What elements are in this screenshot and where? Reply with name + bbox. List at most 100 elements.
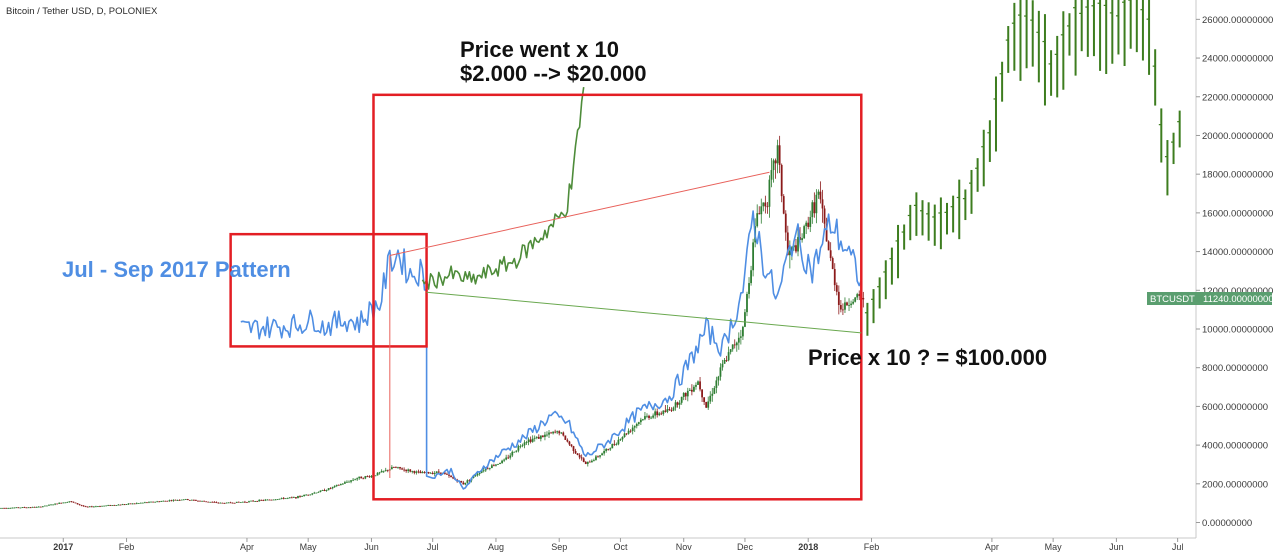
candle-body: [774, 160, 777, 164]
y-tick-label: 20000.00000000: [1202, 131, 1273, 142]
candle-body: [19, 507, 22, 509]
candle-body: [539, 435, 542, 439]
candle-body: [241, 501, 244, 503]
y-tick-label: 8000.00000000: [1202, 363, 1268, 374]
candle-body: [770, 170, 773, 180]
candle-body: [513, 451, 516, 453]
candle-body: [248, 501, 250, 503]
y-tick-label: 12000.00000000: [1202, 286, 1273, 297]
candle-body: [88, 506, 91, 508]
candle-body: [141, 502, 144, 504]
candle-body: [397, 467, 399, 468]
candle-body: [739, 336, 742, 338]
candle-body: [527, 439, 530, 443]
candle-body: [495, 464, 497, 466]
candle-body: [852, 301, 855, 304]
candle-body: [680, 396, 683, 403]
candle-body: [803, 226, 806, 239]
candle-body: [339, 484, 342, 486]
candle-body: [311, 493, 314, 495]
candle-body: [37, 506, 40, 508]
candle-body: [176, 499, 179, 501]
candle-body: [554, 431, 557, 433]
candle-body: [313, 492, 316, 494]
candle-body: [27, 507, 30, 509]
candle-body: [703, 397, 706, 403]
candle-body: [556, 431, 559, 433]
candle-body: [50, 504, 52, 506]
candle-body: [744, 312, 746, 327]
candle-body: [742, 326, 744, 337]
candle-body: [562, 432, 565, 436]
candle-body: [329, 488, 332, 490]
candle-body: [105, 505, 108, 507]
candle-body: [72, 501, 75, 503]
red-trendline-top: [389, 171, 770, 256]
candle-body: [595, 456, 597, 460]
candle-body: [466, 480, 469, 483]
candle-body: [17, 507, 20, 509]
candle-body: [395, 467, 397, 469]
candle-body: [711, 393, 714, 396]
candle-body: [115, 505, 118, 507]
candle-body: [550, 432, 552, 434]
candle-body: [423, 472, 426, 473]
candle-body: [258, 499, 261, 502]
candle-body: [188, 499, 191, 501]
candle-body: [782, 196, 785, 214]
candle-body: [676, 402, 679, 405]
candle-body: [284, 498, 287, 500]
candle-body: [84, 506, 87, 508]
x-tick-label: Apr: [985, 542, 999, 552]
candle-body: [92, 506, 95, 508]
candle-body: [244, 501, 246, 503]
candle-body: [315, 492, 318, 494]
candle-body: [382, 470, 385, 472]
candle-body: [833, 268, 836, 286]
y-tick-label: 26000.00000000: [1202, 15, 1273, 26]
candle-body: [297, 496, 299, 499]
candle-body: [580, 457, 583, 459]
candle-body: [733, 344, 736, 346]
candle-body: [652, 415, 655, 418]
candle-body: [348, 481, 350, 483]
candle-body: [525, 442, 528, 443]
candle-body: [429, 472, 432, 474]
candle-body: [639, 419, 642, 423]
candle-body: [331, 486, 334, 489]
candle-body: [144, 502, 146, 504]
candle-body: [697, 381, 699, 385]
candle-body: [139, 502, 142, 504]
candle-body: [823, 208, 826, 224]
candle-body: [811, 202, 814, 218]
candle-body: [662, 410, 665, 414]
candle-body: [272, 499, 275, 501]
candle-body: [490, 465, 493, 469]
candle-body: [11, 507, 14, 509]
candle-body: [113, 505, 116, 506]
candle-body: [368, 476, 371, 478]
y-tick-label: 24000.00000000: [1202, 54, 1273, 65]
candle-body: [295, 497, 297, 499]
last-price-value: 11240.00000000: [1203, 294, 1274, 305]
candle-body: [3, 507, 5, 509]
candle-body: [199, 500, 201, 502]
candle-body: [693, 386, 695, 392]
candle-body: [337, 484, 340, 486]
annotation-price-went-line1: Price went x 10: [460, 37, 619, 62]
candle-body: [437, 471, 440, 473]
candle-body: [764, 202, 767, 207]
candle-body: [60, 502, 63, 504]
candle-body: [90, 506, 93, 508]
candle-body: [103, 505, 105, 507]
candle-body: [533, 437, 536, 439]
candle-body: [486, 468, 489, 470]
candle-body: [119, 504, 122, 506]
candle-body: [44, 505, 46, 507]
candle-body: [501, 460, 503, 463]
candle-body: [831, 258, 834, 269]
candle-body: [197, 500, 199, 502]
green-trendline: [426, 291, 862, 334]
